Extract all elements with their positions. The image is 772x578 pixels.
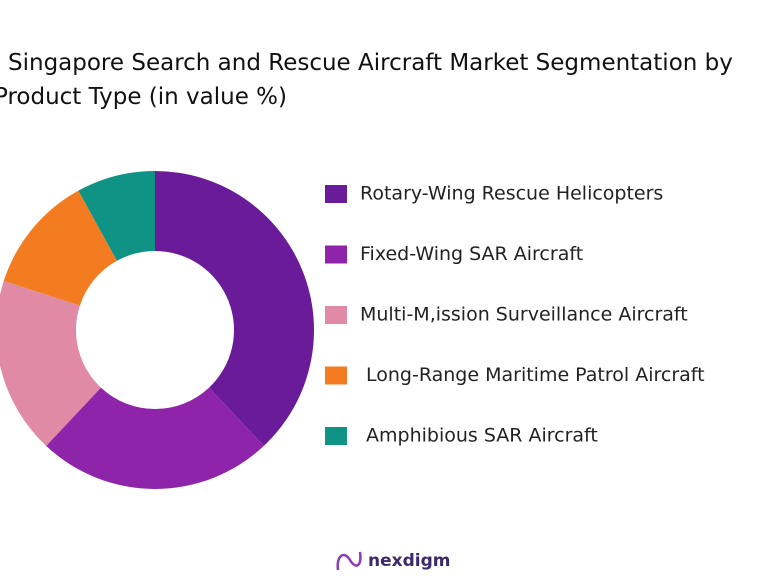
logo-icon — [336, 551, 362, 571]
legend-swatch — [325, 185, 347, 203]
legend-label: Rotary-Wing Rescue Helicopters — [360, 183, 663, 205]
legend-swatch — [325, 427, 347, 445]
legend-label: Multi-M,ission Surveillance Aircraft — [360, 304, 688, 326]
legend-swatch — [325, 245, 347, 264]
legend-label: Long-Range Maritime Patrol Aircraft — [366, 364, 705, 386]
donut-slice — [3, 190, 117, 306]
legend-label: Fixed-Wing SAR Aircraft — [360, 243, 583, 265]
logo-text: nexdigm — [368, 551, 450, 571]
donut-slice — [46, 387, 264, 490]
donut-slice — [155, 171, 314, 446]
chart-title: Singapore Search and Rescue Aircraft Mar… — [0, 50, 733, 110]
donut-slice — [78, 171, 155, 261]
donut-slice — [0, 280, 101, 446]
legend-swatch — [325, 306, 347, 324]
legend-label: Amphibious SAR Aircraft — [366, 425, 598, 447]
legend-swatch — [325, 366, 347, 385]
logo: nexdigm — [336, 551, 450, 571]
